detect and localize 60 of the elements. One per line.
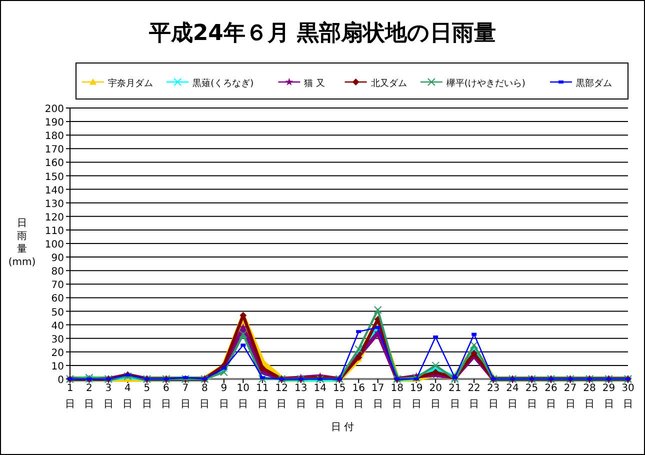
y-tick-label: 150 — [44, 172, 64, 183]
x-tick-label: 13日 — [294, 383, 308, 410]
y-tick-label: 10 — [51, 361, 64, 372]
y-tick-label: 160 — [44, 158, 64, 170]
x-tick-label: 1日 — [65, 383, 75, 410]
x-tick-label: 30日 — [622, 383, 634, 410]
y-tick-label: 90 — [51, 253, 64, 264]
x-tick-label: 6日 — [161, 383, 172, 410]
x-tick-label: 17日 — [371, 383, 384, 410]
y-tick-label: 50 — [51, 307, 64, 318]
y-tick-label: 30 — [51, 334, 64, 346]
y-tick-label: 100 — [44, 240, 64, 250]
x-tick-label: 26日 — [544, 383, 558, 410]
legend-label: 欅平(けやきだいら) — [446, 78, 526, 89]
legend-label: 宇奈月ダム — [108, 78, 153, 89]
x-tick-label: 4日 — [122, 383, 133, 410]
y-tick-label: 80 — [51, 266, 64, 278]
y-axis-title: 日雨量(mm) — [8, 218, 36, 268]
legend-label: 黒部ダム — [576, 78, 612, 89]
x-tick-label: 25日 — [525, 383, 538, 410]
x-tick-label: 8日 — [200, 383, 210, 410]
x-tick-label: 18日 — [390, 383, 404, 410]
x-axis-title: 日 付 — [330, 422, 354, 433]
x-tick-label: 3日 — [103, 383, 114, 410]
x-tick-label: 28日 — [583, 383, 596, 410]
y-tick-label: 180 — [44, 131, 64, 142]
x-tick-label: 9日 — [218, 383, 229, 410]
x-tick-label: 19日 — [410, 383, 423, 410]
legend-label: 黒薙(くろなぎ) — [192, 78, 254, 89]
y-tick-label: 60 — [51, 294, 64, 305]
x-tick-label: 29日 — [602, 383, 616, 410]
y-tick-label: 70 — [51, 280, 64, 292]
x-tick-label: 14日 — [314, 383, 327, 410]
x-tick-label: 2日 — [84, 383, 94, 410]
x-tick-label: 5日 — [142, 383, 152, 410]
x-tick-label: 11日 — [256, 383, 269, 410]
y-tick-label: 120 — [44, 212, 64, 224]
y-tick-label: 170 — [44, 144, 64, 156]
y-tick-label: 0 — [58, 375, 64, 386]
x-tick-label: 22日 — [468, 383, 480, 410]
x-tick-label: 10日 — [236, 383, 250, 410]
y-tick-label: 190 — [44, 118, 64, 129]
y-tick-label: 40 — [51, 320, 64, 332]
legend-label: 猫 又 — [304, 78, 326, 89]
x-tick-label: 15日 — [333, 383, 346, 410]
legend-label: 北又ダム — [370, 78, 407, 89]
x-tick-label: 7日 — [180, 383, 190, 410]
y-tick-label: 20 — [51, 348, 64, 359]
x-tick-label: 12日 — [275, 383, 288, 410]
chart-title: 平成24年６月 黒部扇状地の日雨量 — [148, 20, 496, 46]
x-tick-label: 16日 — [352, 383, 365, 410]
y-tick-label: 110 — [44, 226, 64, 237]
x-tick-label: 23日 — [486, 383, 500, 410]
y-tick-label: 140 — [44, 185, 64, 196]
y-tick-label: 130 — [44, 198, 64, 210]
x-tick-label: 20日 — [429, 383, 442, 410]
x-tick-label: 24日 — [506, 383, 519, 410]
x-tick-label: 21日 — [448, 383, 462, 410]
y-tick-label: 200 — [44, 104, 64, 115]
x-tick-label: 27日 — [564, 383, 577, 410]
